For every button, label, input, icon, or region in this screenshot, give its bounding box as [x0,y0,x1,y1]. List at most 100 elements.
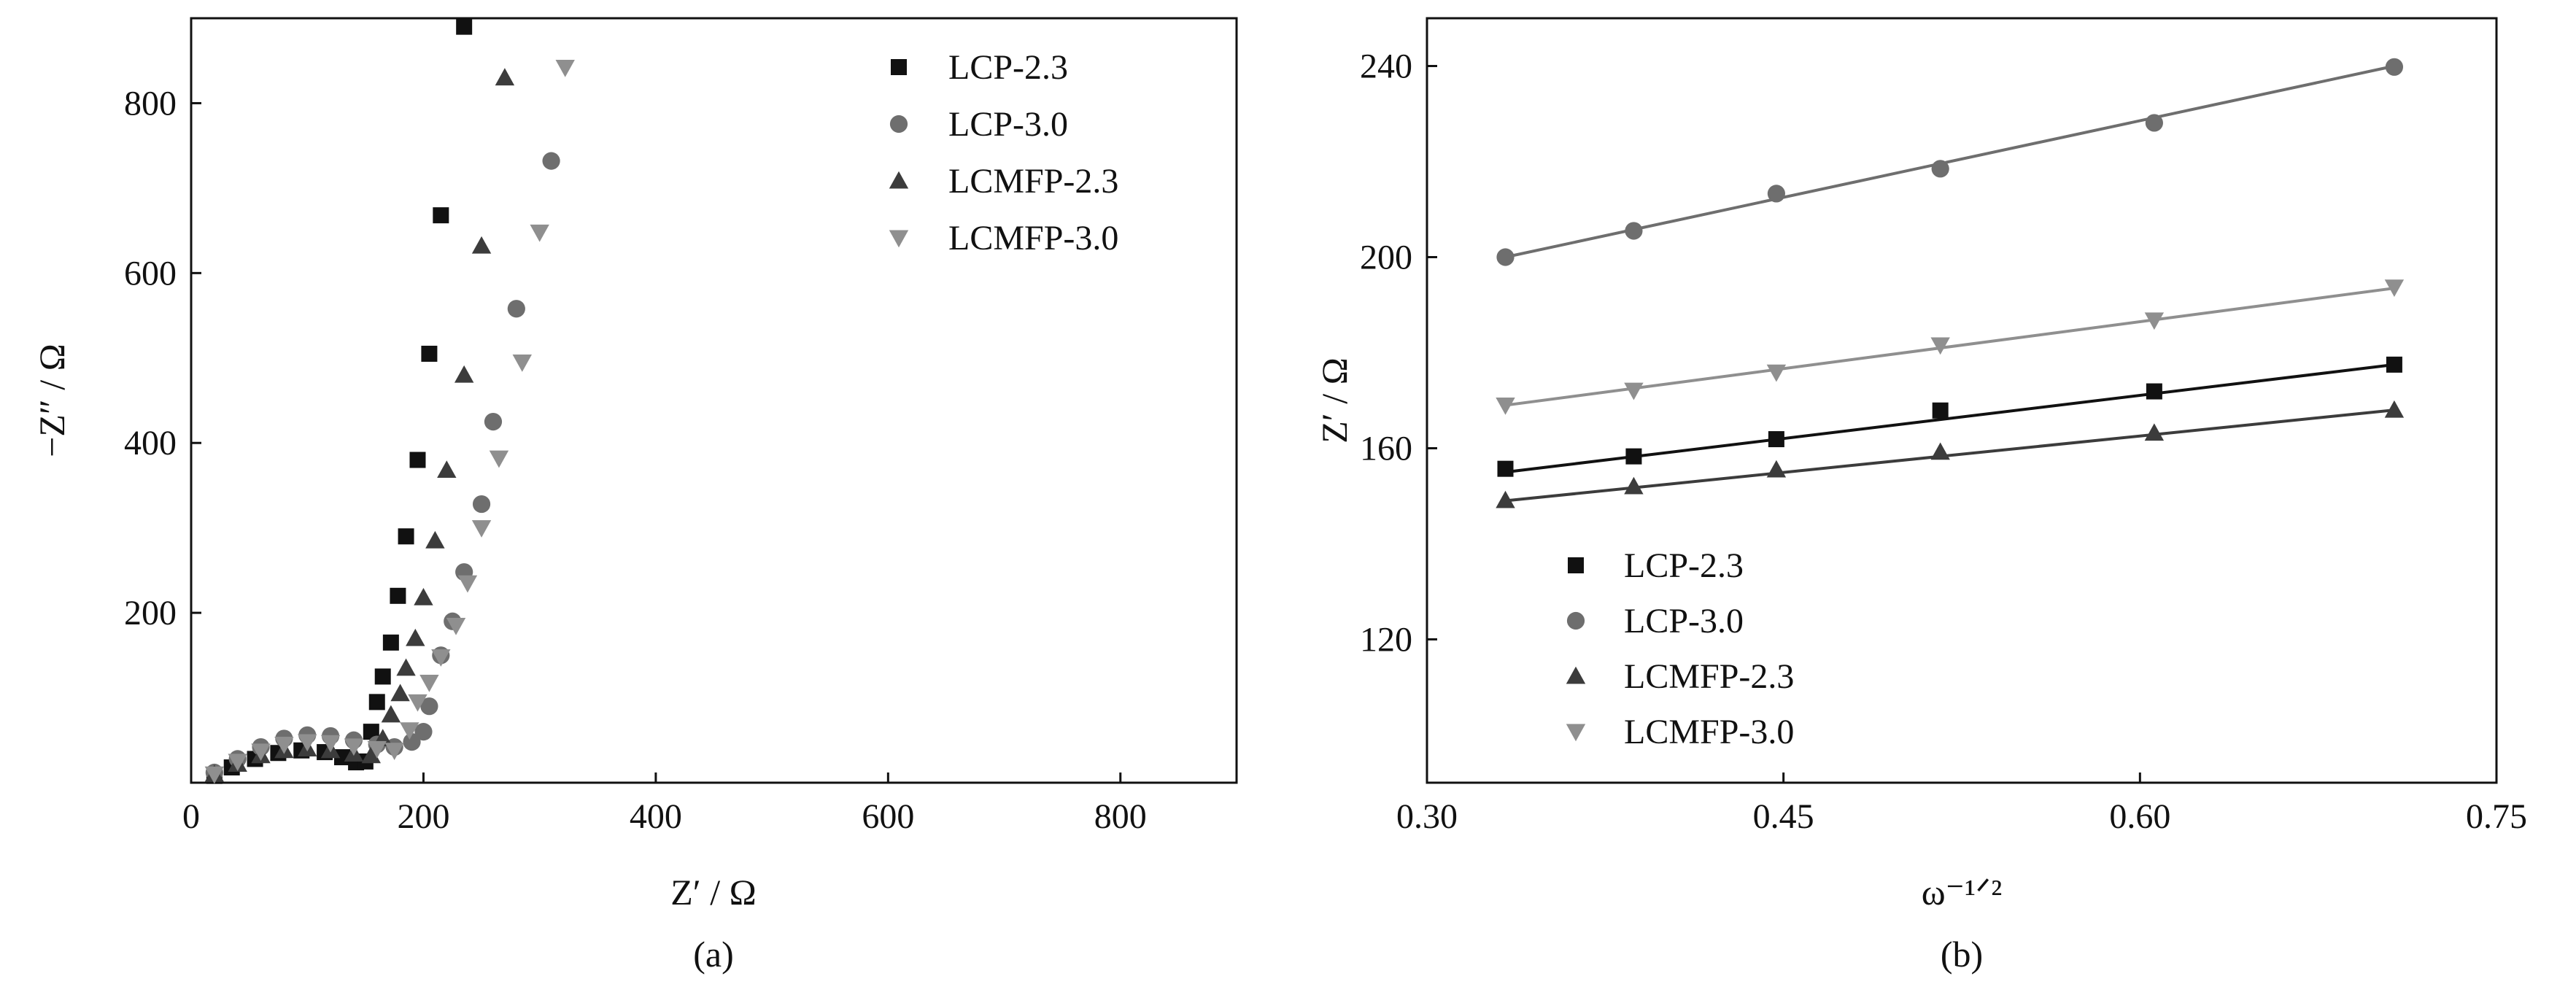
data-point-lcmfp-3-0 [320,735,341,753]
plot-frame-b [1426,17,2498,784]
y-tick-label-b: 240 [1360,47,1412,86]
y-tick-label-b: 120 [1360,621,1412,659]
x-axis-title-b: ω⁻¹ᐟ² [1922,872,2002,913]
data-point-lcp-3-0 [507,300,525,318]
data-point-lcmfp-2-3 [471,236,492,254]
data-point-lcp-2-3 [1625,448,1642,465]
data-point-lcp-3-0 [1931,160,1949,178]
legend-b: LCP-2.3 LCP-3.0 LCMFP-2.3 LCMFP-3.0 [1566,546,1794,751]
data-point-lcmfp-3-0 [431,649,451,667]
y-tick-label-a: 400 [124,424,177,462]
data-point-lcmfp-2-3 [361,746,381,764]
tick-marks-b [1426,65,2498,783]
data-point-lcmfp-2-3 [1496,490,1515,508]
data-points-b [1496,58,2405,508]
legend-marker-lcmfp-3-0 [889,230,909,248]
data-point-lcmfp-3-0 [555,59,575,77]
legend-marker-lcp-3-0 [1566,611,1585,630]
x-axis-title-a: Z′ / Ω [670,872,757,913]
x-tick-label-a: 600 [862,797,914,836]
data-point-lcmfp-2-3 [495,68,515,86]
series-b-lcp-3-0 [1496,58,2404,266]
data-point-lcmfp-2-3 [425,530,445,549]
y-axis-title-a: −Z″ / Ω [31,344,72,457]
data-point-lcmfp-2-3 [454,365,474,383]
legend-label-lcmfp-3-0: LCMFP-3.0 [1624,713,1794,751]
data-point-lcmfp-2-3 [437,460,457,479]
data-point-lcmfp-3-0 [408,694,428,712]
legend-marker-lcmfp-2-3 [889,171,909,189]
tick-labels-b: 0.30 0.45 0.60 0.75 120 160 200 240 [1360,47,2527,837]
data-point-lcmfp-3-0 [471,520,492,538]
data-point-lcp-2-3 [1497,460,1514,477]
data-point-lcp-2-3 [368,694,385,710]
data-point-lcp-2-3 [456,18,473,35]
x-tick-label-a: 400 [630,797,682,836]
y-tick-label-b: 200 [1360,239,1412,277]
legend-label-lcp-2-3: LCP-2.3 [948,48,1068,87]
data-point-lcp-2-3 [2386,356,2402,373]
data-point-lcp-2-3 [2146,383,2162,400]
data-point-lcmfp-3-0 [228,754,247,772]
data-point-lcmfp-3-0 [1766,364,1787,382]
data-point-lcp-3-0 [1625,222,1643,240]
data-point-lcp-2-3 [374,668,391,685]
data-point-lcp-2-3 [382,634,399,651]
data-point-lcmfp-2-3 [1766,460,1787,478]
data-point-lcmfp-3-0 [2144,312,2165,330]
legend-label-lcmfp-2-3: LCMFP-2.3 [948,162,1118,201]
legend-marker-lcp-3-0 [889,115,908,133]
data-point-lcp-3-0 [420,697,438,716]
series-b-lcp-2-3 [1497,356,2402,477]
x-tick-label-b: 0.75 [2466,797,2527,836]
series-b-lcmfp-3-0 [1496,279,2405,415]
data-point-lcp-3-0 [1767,185,1785,203]
data-point-lcmfp-3-0 [204,766,225,784]
data-point-lcmfp-2-3 [414,587,433,605]
data-point-lcmfp-3-0 [530,224,549,242]
data-point-lcp-2-3 [433,207,449,224]
fit-line-lcmfp-2-3 [1505,408,2395,503]
y-tick-label-a: 800 [124,84,177,123]
x-tick-label-b: 0.60 [2109,797,2170,836]
data-point-lcmfp-3-0 [1624,382,1644,400]
panel-caption-a: (a) [693,934,734,975]
data-point-lcmfp-2-3 [406,628,425,646]
legend-label-lcmfp-2-3: LCMFP-2.3 [1624,657,1794,696]
data-point-lcp-3-0 [403,733,421,751]
fit-line-lcp-3-0 [1505,64,2395,259]
chart-panel-a: 0 200 400 600 800 200 400 600 800 LCP-2.3 LCP-3.0… [31,17,1238,975]
data-point-lcmfp-3-0 [2384,279,2405,297]
panel-caption-b: (b) [1941,934,1983,975]
data-point-lcmfp-3-0 [1930,337,1950,355]
data-point-lcp-3-0 [2145,114,2163,132]
data-point-lcp-2-3 [409,452,426,468]
data-point-lcmfp-3-0 [274,737,294,754]
data-point-lcmfp-3-0 [367,740,387,759]
legend-marker-lcmfp-2-3 [1566,666,1586,684]
data-point-lcp-3-0 [484,413,503,431]
legend-label-lcp-3-0: LCP-3.0 [1624,602,1744,640]
data-point-lcmfp-3-0 [419,675,439,692]
tick-marks-a [190,101,1122,783]
series-a-lcmfp-3-0 [204,59,575,784]
x-tick-label-a: 0 [182,797,200,836]
data-point-lcp-2-3 [398,528,414,545]
data-point-lcp-2-3 [1932,402,1949,419]
data-point-lcmfp-3-0 [251,743,271,762]
fit-line-lcp-2-3 [1505,363,2395,474]
series-a-lcmfp-2-3 [204,68,515,782]
series-a-lcp-2-3 [206,18,473,784]
data-point-lcmfp-3-0 [489,450,509,468]
legend-a: LCP-2.3 LCP-3.0 LCMFP-2.3 LCMFP-3.0 [889,48,1118,257]
data-point-lcp-3-0 [1496,248,1515,266]
y-tick-label-a: 200 [124,594,177,632]
data-point-lcp-2-3 [421,345,438,362]
data-point-lcmfp-2-3 [390,683,410,702]
data-point-lcmfp-2-3 [2144,423,2165,441]
y-axis-title-b: Z′ / Ω [1314,357,1355,444]
data-point-lcp-3-0 [542,152,560,170]
